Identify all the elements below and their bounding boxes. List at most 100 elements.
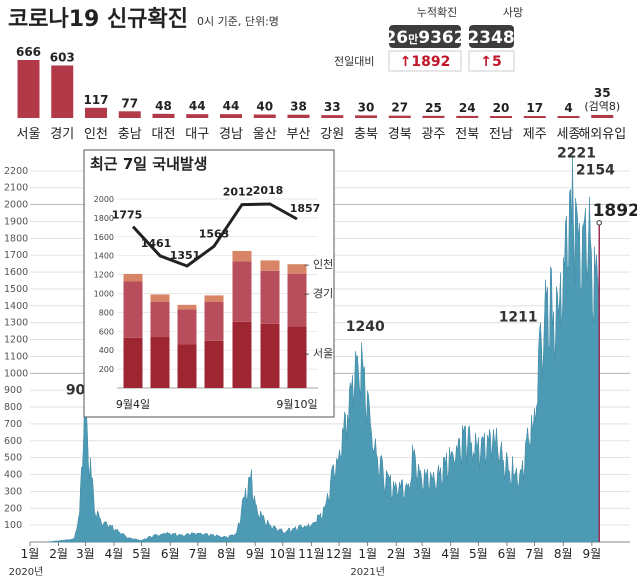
region-value-label: 17 xyxy=(526,101,543,115)
inset-total-label: 2018 xyxy=(253,184,284,197)
inset-title: 최근 7일 국내발생 xyxy=(90,155,207,173)
region-bar xyxy=(523,116,546,118)
region-label: 대전 xyxy=(152,127,176,142)
inset-total-label: 1857 xyxy=(290,202,321,215)
y-tick-label: 2100 xyxy=(4,183,28,194)
region-value-label: 35 xyxy=(594,86,611,100)
region-value-label: 48 xyxy=(155,99,172,113)
x-tick-label: 4월 xyxy=(105,547,124,561)
inset-bar-segment xyxy=(232,321,252,388)
region-value-label: 40 xyxy=(256,100,273,114)
inset-legend-label: – 서울 xyxy=(304,347,333,360)
x-tick-label: 8월 xyxy=(554,547,573,561)
cumulative-label: 누적확진 xyxy=(417,6,457,19)
x-tick-label: 2월 xyxy=(49,547,68,561)
region-bar xyxy=(557,116,580,118)
x-tick-label: 2월 xyxy=(387,547,406,561)
region-value-label: 603 xyxy=(50,50,75,64)
x-tick-label: 9월 xyxy=(583,547,602,561)
death-change: ↑5 xyxy=(480,54,501,70)
region-bar xyxy=(152,113,175,118)
page-title: 코로나19 신규확진 xyxy=(8,7,188,32)
y-tick-label: 100 xyxy=(4,520,22,531)
y-tick-label: 1500 xyxy=(4,284,28,295)
year-label: 2021년 xyxy=(350,566,385,578)
peak-annotation: 1892 xyxy=(593,201,637,221)
region-bar xyxy=(287,114,310,118)
inset-x-label: 9월10일 xyxy=(276,397,317,411)
x-tick-label: 6월 xyxy=(161,547,180,561)
region-label: 울산 xyxy=(253,127,277,142)
inset-x-label: 9월4일 xyxy=(116,397,150,411)
death-change-box xyxy=(468,50,515,72)
inset-total-label: 1563 xyxy=(199,227,230,240)
case-area xyxy=(47,155,600,543)
region-bar xyxy=(321,115,344,118)
region-bar xyxy=(591,114,614,118)
y-tick-label: 1800 xyxy=(4,233,28,244)
region-label: 광주 xyxy=(422,127,446,142)
region-bar xyxy=(85,107,107,118)
region-bar xyxy=(51,65,74,118)
inset-bar-segment xyxy=(260,260,280,271)
inset-bar-segment xyxy=(150,336,170,388)
region-bar-chart: 666 서울 603 경기 117 인천 77 충남 48 대전 44 대구 44 경남 40 울산 38 부산 3… xyxy=(16,45,626,142)
region-value-label: 77 xyxy=(121,96,138,110)
region-bar xyxy=(253,114,276,118)
x-tick-label: 1월 xyxy=(358,547,377,561)
inset-bar-segment xyxy=(204,340,224,388)
inset-bar-segment xyxy=(232,261,252,322)
inset-y-tick: 800 xyxy=(99,308,114,317)
cumulative-box xyxy=(389,25,461,48)
region-label: 해외유입 xyxy=(578,127,626,142)
region-label: 인천 xyxy=(84,127,108,142)
y-tick-label: 1900 xyxy=(4,216,28,227)
region-bar xyxy=(186,114,209,118)
region-value-label: 20 xyxy=(493,101,510,115)
y-tick-label: 2200 xyxy=(4,166,28,177)
death-value: 2348 xyxy=(467,28,514,48)
x-tick-label: 1월 xyxy=(21,547,40,561)
inset-bar-segment xyxy=(204,302,224,341)
region-label: 대구 xyxy=(185,127,209,142)
region-annotation: (검역8) xyxy=(584,100,620,113)
cumulative-change-box xyxy=(388,50,462,72)
region-value-label: 44 xyxy=(189,99,206,113)
x-tick-label: 11월 xyxy=(298,547,324,561)
inset-bar-segment xyxy=(287,264,307,274)
inset-bar-segment xyxy=(123,273,143,282)
region-bar xyxy=(456,115,479,118)
x-tick-label: 12월 xyxy=(326,547,352,561)
recent-week-inset: 최근 7일 국내발생 200 400 600 800 1000 1200 1400 1600 18… xyxy=(83,149,335,418)
y-tick-label: 1300 xyxy=(4,318,28,329)
x-tick-label: 5월 xyxy=(469,547,488,561)
inset-y-tick: 200 xyxy=(99,365,114,374)
x-tick-label: 9월 xyxy=(246,547,265,561)
region-bar xyxy=(355,115,377,118)
y-tick-label: 1400 xyxy=(4,301,28,312)
inset-total-label: 1351 xyxy=(170,249,201,262)
y-tick-label: 1700 xyxy=(4,250,28,261)
y-tick-label: 1600 xyxy=(4,267,28,278)
inset-legend-label: – 인천 xyxy=(304,257,333,271)
cumulative-change: ↑1892 xyxy=(400,54,451,70)
inset-y-tick: 400 xyxy=(99,346,114,355)
peak-annotation: 2221 xyxy=(557,145,596,161)
inset-bar-segment xyxy=(177,309,197,345)
region-label: 충남 xyxy=(118,127,142,142)
region-label: 경남 xyxy=(219,127,243,142)
region-bar xyxy=(422,115,445,118)
inset-bar-segment xyxy=(123,337,143,388)
y-tick-label: 300 xyxy=(4,486,22,497)
region-label: 충북 xyxy=(354,127,378,142)
x-tick-label: 7월 xyxy=(525,547,544,561)
inset-bar-segment xyxy=(260,323,280,388)
y-tick-label: 1200 xyxy=(4,335,28,346)
inset-y-tick: 1200 xyxy=(94,271,114,280)
inset-y-tick: 1000 xyxy=(94,290,114,299)
y-tick-label: 400 xyxy=(4,470,22,481)
region-label: 제주 xyxy=(523,127,547,142)
inset-bar-segment xyxy=(177,304,197,310)
region-label: 경기 xyxy=(50,127,74,142)
